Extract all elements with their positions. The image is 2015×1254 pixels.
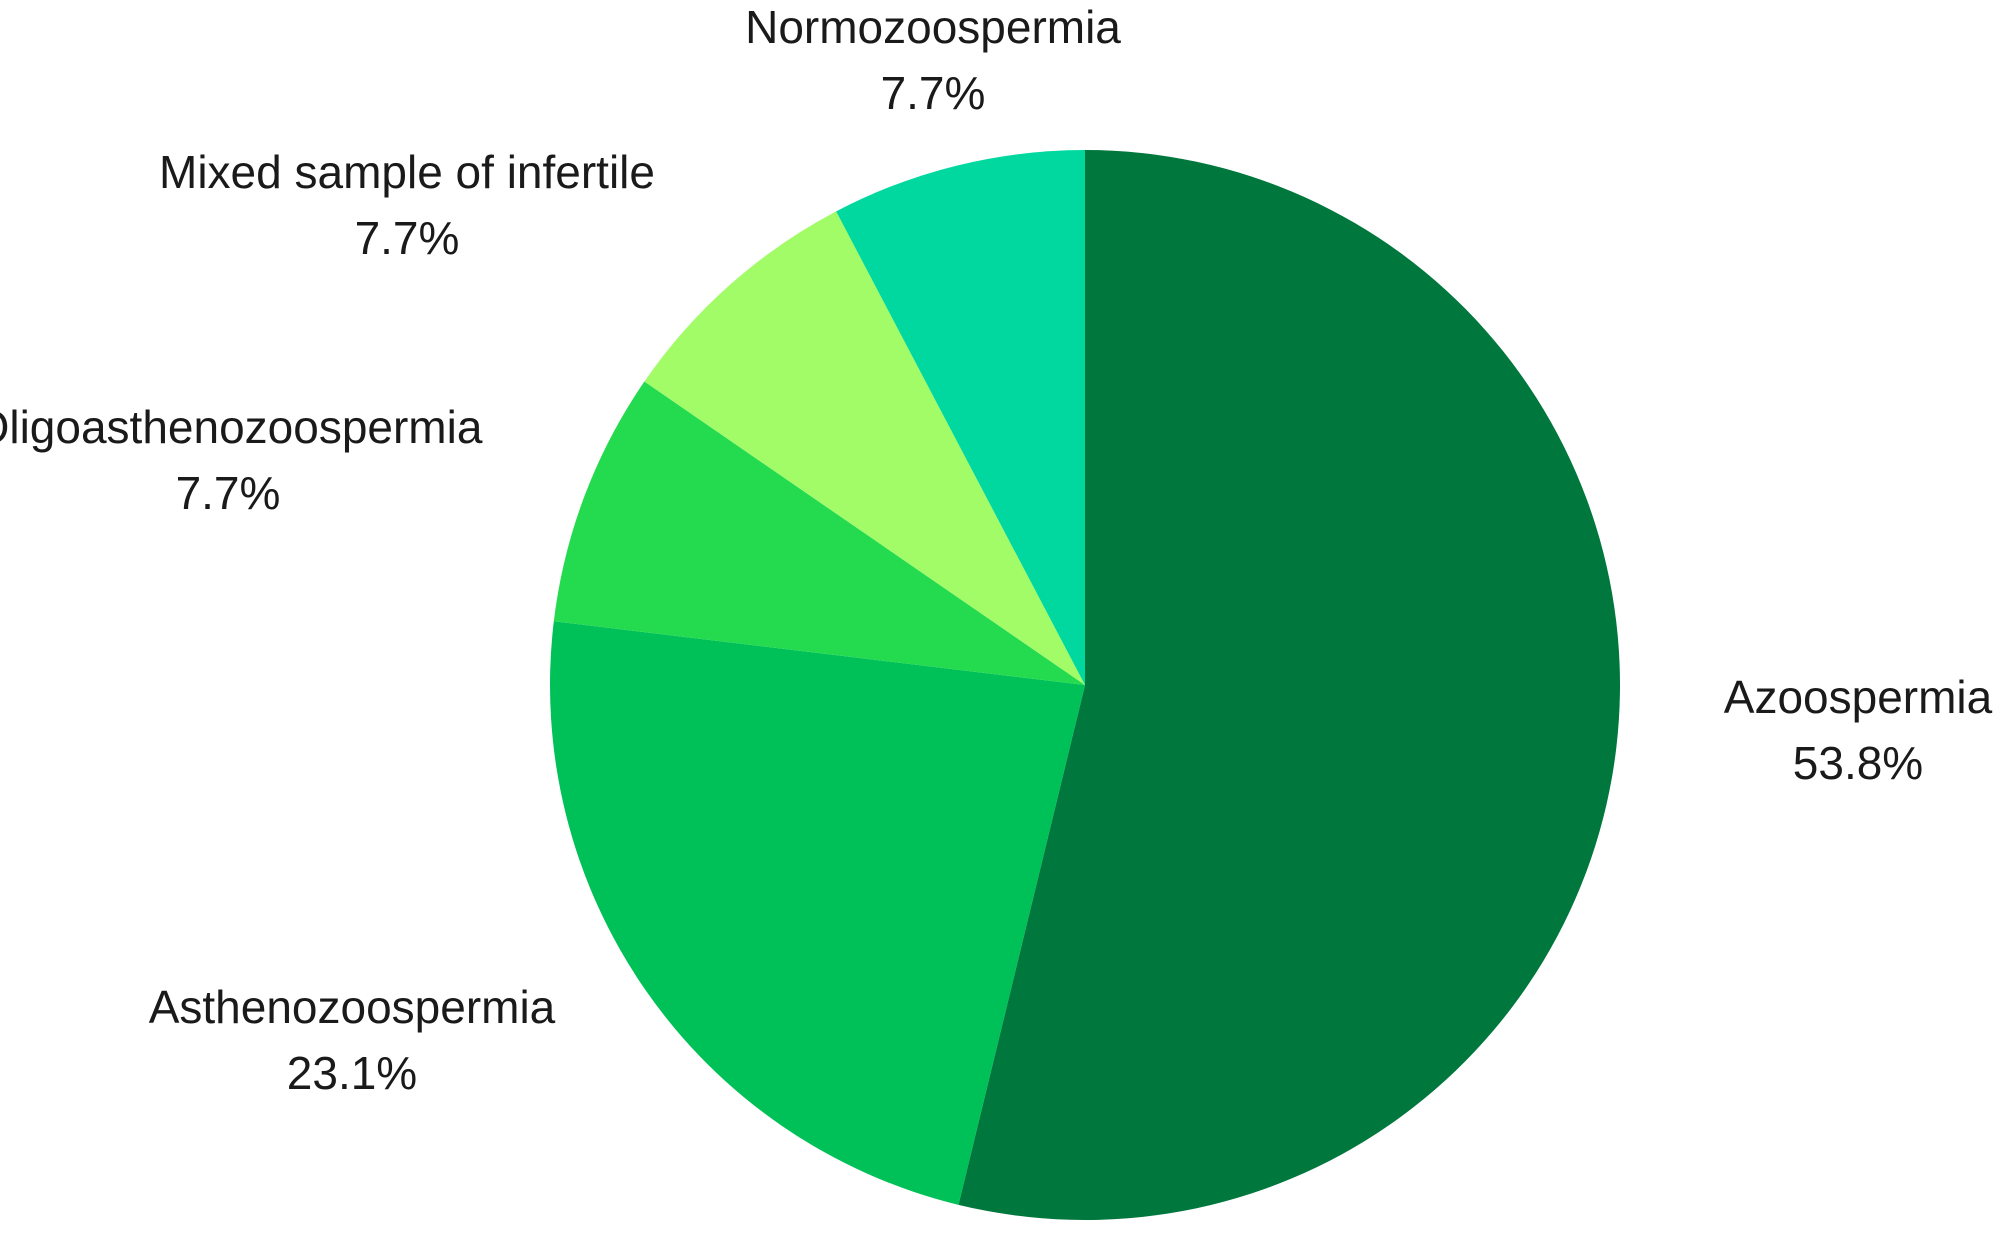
slice-value-label-oligoasthenozoospermia: 7.7% (176, 467, 281, 519)
slice-label-azoospermia: Azoospermia (1724, 671, 1993, 723)
slice-label-oligoasthenozoospermia: Oligoasthenozoospermia (0, 401, 483, 453)
slice-value-label-normozoospermia: 7.7% (881, 67, 986, 119)
pie-slice-oligoasthenozoospermia (553, 381, 1085, 685)
pie-labels: Azoospermia 53.8% Asthenozoospermia 23.1% Ol… (0, 1, 1993, 1099)
slice-value-label-azoospermia: 53.8% (1793, 737, 1923, 789)
pie-slice-asthenozoospermia (550, 621, 1085, 1205)
slice-label-mixed-sample-of-infertile: Mixed sample of infertile (159, 146, 655, 198)
pie-slice-azoospermia (958, 150, 1620, 1221)
slice-label-asthenozoospermia: Asthenozoospermia (149, 981, 556, 1033)
pie-slice-normozoospermia (836, 150, 1085, 685)
pie-slices (550, 150, 1620, 1221)
slice-label-normozoospermia: Normozoospermia (745, 1, 1121, 53)
pie-slice-mixed-sample-of-infertile (644, 211, 1085, 685)
slice-value-label-asthenozoospermia: 23.1% (287, 1047, 417, 1099)
slice-value-label-mixed-sample-of-infertile: 7.7% (355, 212, 460, 264)
